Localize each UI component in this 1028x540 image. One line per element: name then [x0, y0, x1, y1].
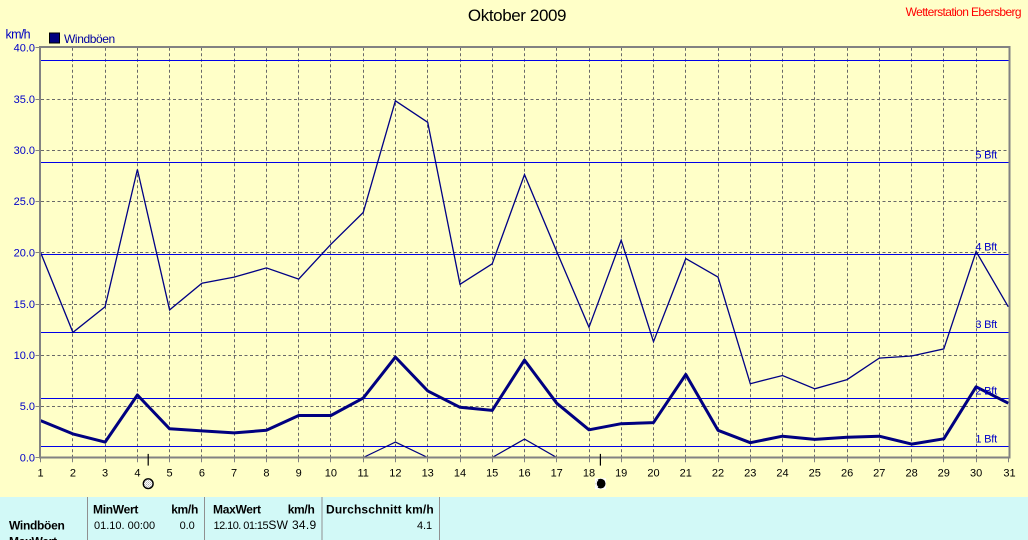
svg-text:23: 23 — [744, 468, 756, 480]
svg-text:21: 21 — [680, 468, 692, 480]
svg-text:01.10. 00:00: 01.10. 00:00 — [94, 520, 155, 532]
svg-text:km/h: km/h — [6, 28, 31, 42]
svg-text:18: 18 — [583, 468, 595, 480]
svg-text:0.0: 0.0 — [180, 520, 195, 532]
svg-text:0.0: 0.0 — [20, 453, 35, 465]
svg-text:8: 8 — [263, 468, 269, 480]
svg-text:28: 28 — [905, 468, 917, 480]
svg-text:4.1: 4.1 — [417, 520, 432, 532]
svg-text:2 Bft: 2 Bft — [975, 386, 997, 398]
svg-text:7: 7 — [231, 468, 237, 480]
svg-text:MaxWert: MaxWert — [213, 503, 261, 517]
svg-text:Durchschnitt km/h: Durchschnitt km/h — [326, 503, 434, 517]
svg-text:SW 34.9: SW 34.9 — [268, 518, 316, 532]
svg-text:Windböen: Windböen — [64, 32, 115, 46]
svg-text:5 Bft: 5 Bft — [975, 149, 997, 161]
svg-text:4: 4 — [134, 468, 140, 480]
svg-text:19: 19 — [615, 468, 627, 480]
svg-text:20.0: 20.0 — [14, 248, 35, 260]
svg-text:24: 24 — [776, 468, 788, 480]
svg-text:16: 16 — [518, 468, 530, 480]
svg-text:1 Bft: 1 Bft — [975, 433, 997, 445]
svg-text:5.0: 5.0 — [20, 401, 35, 413]
svg-text:3 Bft: 3 Bft — [975, 319, 997, 331]
svg-text:13: 13 — [422, 468, 434, 480]
svg-text:Oktober 2009: Oktober 2009 — [468, 6, 566, 25]
svg-text:35.0: 35.0 — [14, 94, 35, 106]
svg-text:4 Bft: 4 Bft — [975, 242, 997, 254]
svg-text:11: 11 — [357, 468, 368, 480]
svg-text:14: 14 — [454, 468, 466, 480]
svg-text:km/h: km/h — [288, 503, 315, 517]
svg-text:MinWert: MinWert — [93, 503, 138, 517]
svg-text:29: 29 — [938, 468, 950, 480]
svg-text:25: 25 — [809, 468, 821, 480]
svg-text:31: 31 — [1003, 468, 1015, 480]
svg-text:12: 12 — [389, 468, 401, 480]
svg-text:12.10. 01:15: 12.10. 01:15 — [214, 520, 269, 532]
svg-text:10: 10 — [325, 468, 337, 480]
svg-text:MaxWert: MaxWert — [9, 535, 57, 540]
svg-text:3: 3 — [102, 468, 108, 480]
svg-text:20: 20 — [647, 468, 659, 480]
svg-text:Windböen: Windböen — [9, 519, 64, 533]
svg-text:25.0: 25.0 — [14, 196, 35, 208]
svg-text:km/h: km/h — [171, 503, 198, 517]
svg-text:1: 1 — [38, 468, 44, 480]
svg-text:15.0: 15.0 — [14, 299, 35, 311]
svg-text:22: 22 — [712, 468, 724, 480]
svg-text:9: 9 — [296, 468, 302, 480]
svg-text:17: 17 — [551, 468, 563, 480]
svg-text:40.0: 40.0 — [14, 43, 35, 55]
svg-text:27: 27 — [873, 468, 885, 480]
svg-text:10.0: 10.0 — [14, 350, 35, 362]
svg-text:6: 6 — [199, 468, 205, 480]
svg-text:30.0: 30.0 — [14, 145, 35, 157]
svg-text:30: 30 — [970, 468, 982, 480]
svg-text:5: 5 — [167, 468, 173, 480]
svg-text:2: 2 — [70, 468, 76, 480]
svg-text:26: 26 — [841, 468, 853, 480]
svg-text:Wetterstation Ebersberg: Wetterstation Ebersberg — [906, 5, 1021, 19]
svg-text:15: 15 — [486, 468, 498, 480]
